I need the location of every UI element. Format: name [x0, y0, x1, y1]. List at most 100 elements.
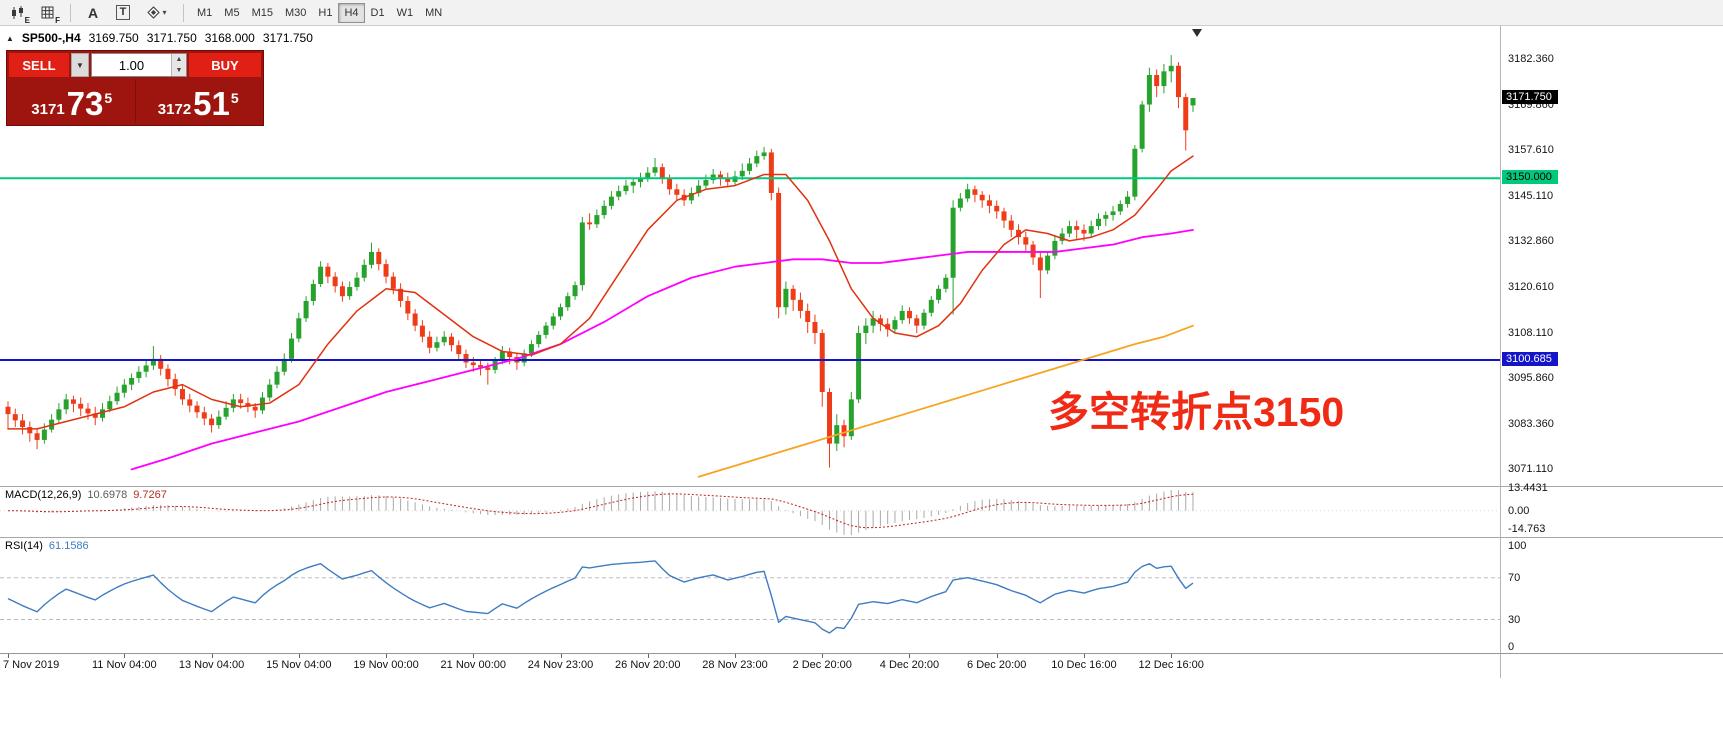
macd-signal-value: 9.7267 [133, 489, 167, 501]
one-click-collapse-icon[interactable]: ▲ [6, 33, 14, 43]
time-axis-separator [0, 653, 1723, 654]
time-axis-label: 12 Dec 16:00 [1138, 659, 1204, 671]
macd-name: MACD(12,26,9) [5, 489, 82, 501]
rsi-value: 61.1586 [48, 540, 89, 552]
macd-main-value: 10.6978 [87, 489, 128, 501]
timeframe-m5[interactable]: M5 [224, 6, 240, 19]
letter-a-icon: A [87, 4, 99, 21]
time-axis-label: 10 Dec 16:00 [1051, 659, 1117, 671]
blue-level-price-tag: 3100.685 [1502, 351, 1558, 366]
timeframe-m15[interactable]: M15 [251, 6, 273, 19]
time-tick [211, 654, 213, 658]
time-axis-label: 6 Dec 20:00 [967, 659, 1027, 671]
volume-input[interactable] [92, 54, 171, 76]
panel-separator[interactable] [0, 486, 1723, 487]
time-tick [8, 654, 9, 658]
green-level-price-tag: 3150.000 [1502, 170, 1558, 185]
timeframe-h1[interactable]: H1 [318, 6, 333, 19]
chevron-down-icon: ▾ [162, 8, 167, 17]
text-t-tool-button[interactable]: T [110, 2, 136, 24]
time-axis-label: 7 Nov 2019 [3, 659, 60, 671]
rsi-name: RSI(14) [5, 540, 43, 552]
time-tick [473, 654, 475, 658]
bid-price-display[interactable]: 3171 73 5 [9, 79, 136, 123]
volume-box: ▲ ▼ [91, 53, 187, 77]
sell-button[interactable]: SELL [9, 53, 69, 77]
time-axis[interactable]: 7 Nov 2019 11 Nov 04:00 13 Nov 04:00 15 Nov… [0, 654, 1723, 676]
volume-spinner: ▲ ▼ [171, 54, 186, 76]
timeframe-h4[interactable]: H4 [338, 2, 365, 23]
timeframe-group: M1 M5 M15 M30 H1 H4 D1 W1 MN [191, 2, 448, 23]
candlestick-icon [12, 5, 23, 19]
ohlc-readout: ▲ SP500-,H4 3169.750 3171.750 3168.000 3… [6, 31, 313, 45]
ask-big-figure: 3172 [157, 100, 192, 118]
time-tick [909, 654, 911, 658]
time-tick [298, 654, 300, 658]
time-tick [124, 654, 126, 658]
high-value: 3171.750 [146, 31, 197, 45]
price-axis-label: 3182.360 [1508, 52, 1554, 65]
volume-dropdown-button[interactable]: ▼ [71, 53, 89, 77]
symbol-period-label: SP500-,H4 [21, 31, 81, 45]
chart-shift-marker[interactable] [1192, 29, 1202, 37]
toolbar-separator [70, 3, 71, 22]
letter-a-tool-button[interactable]: A [80, 2, 106, 24]
time-axis-label: 21 Nov 00:00 [440, 659, 506, 671]
macd-canvas[interactable] [0, 487, 1500, 537]
timeframe-m1[interactable]: M1 [197, 6, 213, 19]
timeframe-mn[interactable]: MN [425, 6, 443, 19]
open-value: 3169.750 [88, 31, 139, 45]
ask-price-display[interactable]: 3172 51 5 [136, 79, 262, 123]
text-t-icon: T [115, 5, 131, 20]
toolbar: E F A T ▾ M1 M5 M15 M30 H1 H4 D1 W1 MN [0, 0, 1723, 26]
time-tick [1171, 654, 1173, 658]
bid-big-figure: 3171 [31, 100, 65, 118]
shapes-dropdown-tool-button[interactable]: ▾ [140, 2, 174, 24]
time-axis-label: 4 Dec 20:00 [879, 659, 940, 671]
time-tick [1083, 654, 1085, 658]
panel-separator[interactable] [0, 537, 1723, 538]
toolbar-separator [183, 3, 184, 22]
price-axis-label: 3157.610 [1508, 144, 1554, 157]
timeframe-d1[interactable]: D1 [370, 6, 385, 19]
time-tick [560, 654, 562, 658]
bid-pipette: 5 [104, 90, 113, 106]
rsi-axis-label: 100 [1508, 540, 1527, 553]
price-axis-separator [1500, 26, 1501, 678]
macd-axis-label: 0.00 [1508, 504, 1530, 517]
time-axis-label: 24 Nov 23:00 [527, 659, 594, 671]
grid-icon [41, 6, 54, 18]
price-axis-label: 3108.110 [1508, 326, 1554, 339]
grid-f-tool-button[interactable]: F [35, 2, 61, 25]
price-axis: 3182.360 3169.860 3157.610 3145.110 3132.860… [1501, 26, 1723, 486]
time-tick [822, 654, 824, 658]
buy-button[interactable]: BUY [189, 53, 261, 77]
volume-up-arrow[interactable]: ▲ [175, 56, 183, 63]
time-tick [386, 654, 388, 658]
macd-axis-label: -14.763 [1508, 523, 1546, 535]
timeframe-w1[interactable]: W1 [396, 6, 414, 19]
rsi-canvas[interactable] [0, 538, 1500, 653]
time-axis-label: 26 Nov 20:00 [615, 659, 681, 671]
time-axis-label: 28 Nov 23:00 [702, 659, 768, 671]
time-tick [996, 654, 998, 658]
price-axis-label: 3145.110 [1508, 190, 1554, 203]
current-price-tag: 3171.750 [1502, 90, 1558, 105]
one-click-trading-panel: SELL ▼ ▲ ▼ BUY 3171 73 5 3172 51 5 [6, 50, 264, 126]
time-axis-label: 2 Dec 20:00 [792, 659, 852, 671]
time-axis-label: 13 Nov 04:00 [178, 659, 245, 671]
chart-annotation-text: 多空转折点3150 [1048, 389, 1345, 435]
time-axis-label: 19 Nov 00:00 [353, 659, 419, 671]
low-value: 3168.000 [204, 31, 255, 45]
bid-pips: 73 [66, 84, 104, 122]
price-axis-label: 3095.860 [1508, 371, 1554, 384]
rsi-axis-label: 70 [1508, 571, 1521, 584]
rsi-axis-label: 0 [1508, 641, 1515, 653]
time-axis-label: 11 Nov 04:00 [92, 659, 157, 671]
candlestick-e-tool-button[interactable]: E [5, 2, 31, 25]
volume-down-arrow[interactable]: ▼ [175, 67, 183, 74]
ask-pipette: 5 [230, 90, 239, 106]
time-tick [647, 654, 649, 658]
timeframe-m30[interactable]: M30 [284, 6, 307, 19]
